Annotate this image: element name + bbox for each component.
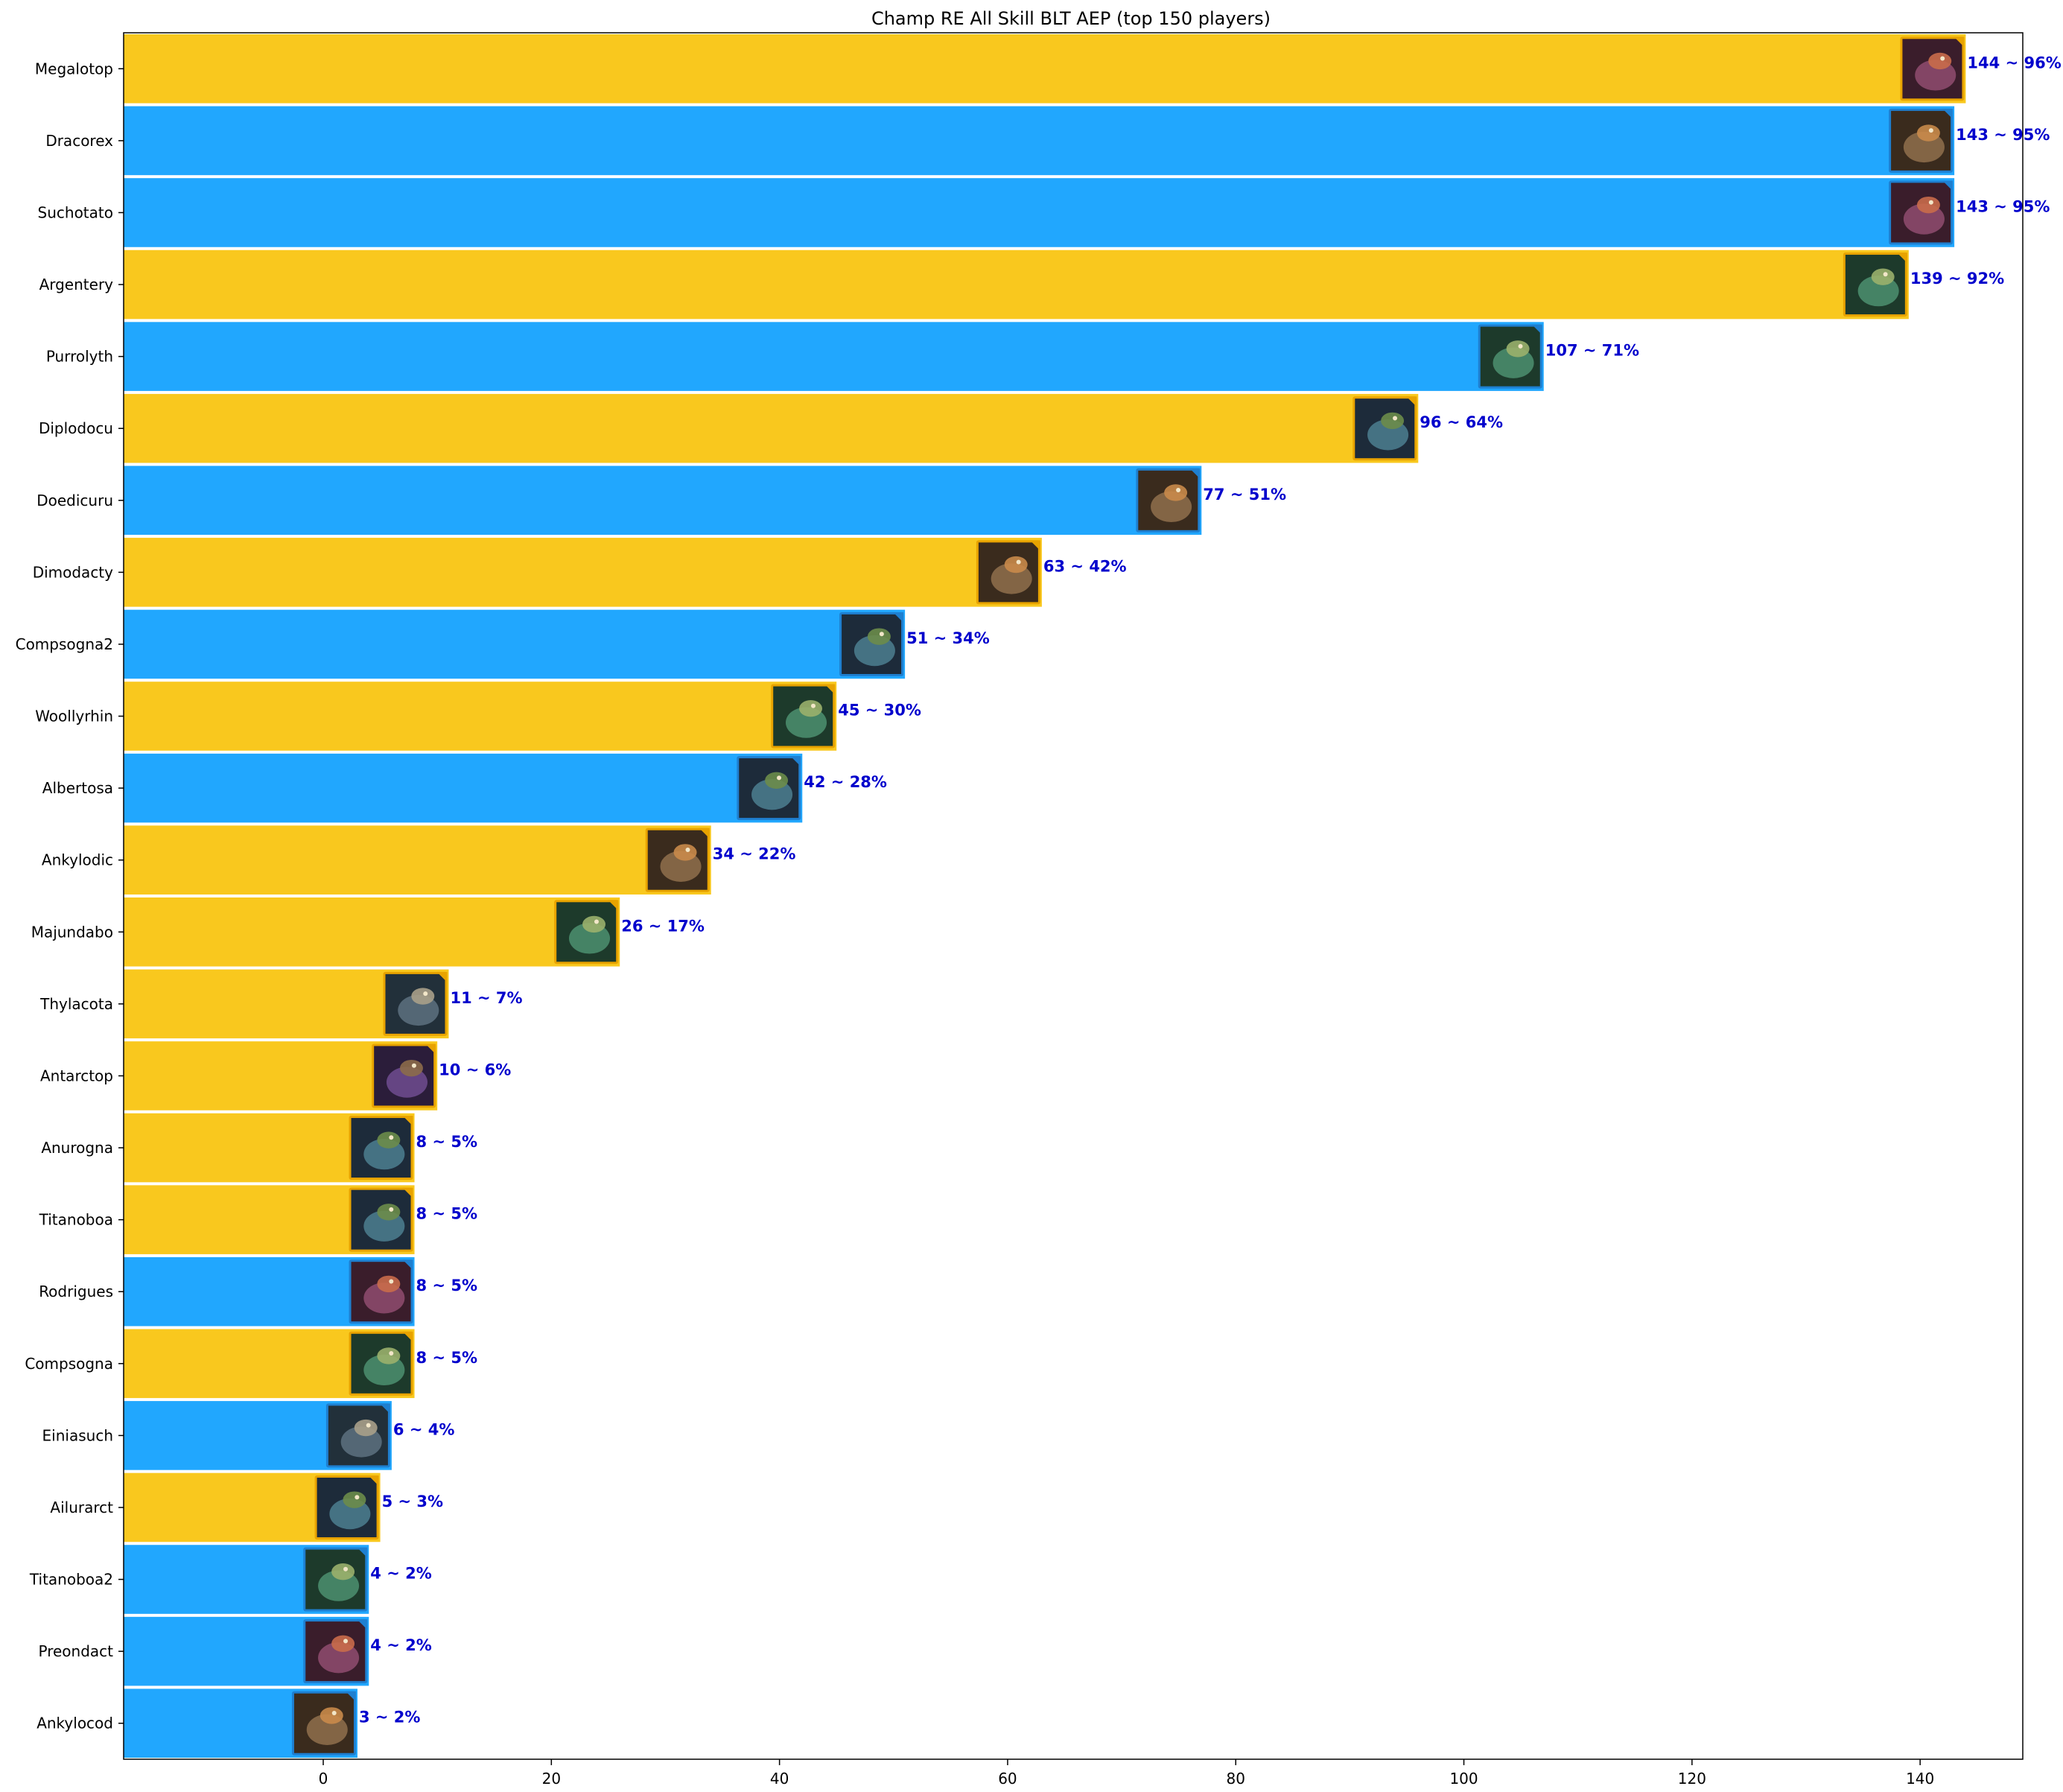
bar [124, 322, 1544, 391]
antarctop-portrait-icon [372, 1043, 436, 1108]
data-label: 96 ~ 64% [1420, 413, 1503, 431]
chart-title: Champ RE All Skill BLT AEP (top 150 play… [871, 8, 1271, 29]
data-label: 5 ~ 3% [382, 1493, 443, 1510]
bar [124, 753, 803, 823]
compsogna2-portrait-icon [839, 611, 904, 676]
data-label: 139 ~ 92% [1910, 270, 2004, 287]
bar [124, 466, 1202, 536]
data-label: 77 ~ 51% [1203, 486, 1286, 503]
category-label: Anurogna [41, 1139, 113, 1157]
suchotato-portrait-icon [1889, 180, 1954, 245]
category-label: Einiasuch [42, 1426, 113, 1444]
argentery-portrait-icon [1843, 252, 1907, 317]
data-label: 11 ~ 7% [450, 989, 522, 1007]
category-label: Albertosa [42, 779, 113, 797]
data-label: 63 ~ 42% [1043, 557, 1127, 575]
axes-layer: 0 20 40 60 80 100 120 140 [118, 32, 2024, 1788]
category-label: Compsogna2 [16, 635, 113, 653]
category-label: Ankylocod [36, 1715, 113, 1732]
data-label: 8 ~ 5% [416, 1205, 477, 1223]
data-label: 45 ~ 30% [838, 702, 921, 719]
category-label: Antarctop [40, 1067, 113, 1084]
data-label: 26 ~ 17% [621, 917, 705, 935]
dracorex-portrait-icon [1889, 108, 1954, 173]
data-label: 3 ~ 2% [359, 1709, 420, 1726]
category-label: Suchotato [38, 203, 113, 221]
data-label: 8 ~ 5% [416, 1349, 477, 1367]
titanoboa-portrait-icon [349, 1187, 413, 1252]
bars-layer: Megalotop 144 ~ 96% Dracorex 143 ~ 95% Sucho… [16, 34, 2062, 1758]
ankylocod-portrait-icon [291, 1691, 356, 1756]
bar [124, 825, 711, 895]
einiasuch-portrait-icon [325, 1403, 390, 1468]
bar [124, 178, 1955, 247]
category-label: Ailurarct [50, 1499, 113, 1516]
category-label: Woollyrhin [35, 708, 113, 725]
purrolyth-portrait-icon [1478, 324, 1542, 389]
x-tick-label: 0 [319, 1770, 328, 1788]
category-label: Compsogna [25, 1355, 113, 1373]
x-tick-label: 60 [998, 1770, 1017, 1788]
doedicuru-portrait-icon [1136, 468, 1201, 533]
bar [124, 106, 1955, 176]
preondact-portrait-icon [303, 1619, 368, 1684]
data-label: 42 ~ 28% [804, 773, 887, 791]
bar [124, 681, 837, 751]
dimodacty-portrait-icon [976, 540, 1040, 605]
bar [124, 250, 1909, 320]
megalotop-portrait-icon [1900, 36, 1965, 101]
category-label: Megalotop [35, 60, 113, 77]
ailurarct-portrait-icon [314, 1475, 379, 1540]
bar [124, 609, 906, 679]
data-label: 34 ~ 22% [713, 845, 796, 863]
category-label: Dimodacty [33, 563, 113, 581]
data-label: 4 ~ 2% [370, 1636, 431, 1654]
data-label: 8 ~ 5% [416, 1133, 477, 1151]
category-label: Purrolyth [46, 348, 113, 366]
woollyrhin-portrait-icon [771, 684, 836, 749]
data-label: 51 ~ 34% [906, 629, 990, 647]
category-label: Titanoboa2 [29, 1571, 113, 1589]
category-label: Ankylodic [42, 851, 113, 869]
data-label: 107 ~ 71% [1545, 342, 1639, 360]
rodrigues-portrait-icon [349, 1259, 413, 1324]
titanoboa2-portrait-icon [303, 1547, 368, 1612]
anurogna-portrait-icon [349, 1116, 413, 1181]
data-label: 4 ~ 2% [370, 1565, 431, 1583]
data-label: 8 ~ 5% [416, 1277, 477, 1294]
bar [124, 897, 620, 967]
data-label: 144 ~ 96% [1967, 54, 2061, 72]
data-label: 10 ~ 6% [439, 1061, 511, 1078]
ankylodic-portrait-icon [645, 827, 710, 892]
compsogna-portrait-icon [349, 1331, 413, 1396]
category-label: Doedicuru [36, 492, 113, 509]
category-label: Dracorex [45, 132, 113, 150]
x-tick-label: 100 [1449, 1770, 1478, 1788]
x-tick-label: 40 [770, 1770, 789, 1788]
x-tick-label: 80 [1227, 1770, 1245, 1788]
x-tick-label: 140 [1906, 1770, 1934, 1788]
albertosa-portrait-icon [737, 756, 801, 821]
category-label: Titanoboa [39, 1211, 113, 1229]
majundabo-portrait-icon [554, 900, 619, 965]
diplodocu-portrait-icon [1352, 396, 1417, 461]
data-label: 6 ~ 4% [393, 1420, 454, 1438]
category-label: Thylacota [39, 995, 113, 1013]
x-tick-label: 120 [1678, 1770, 1706, 1788]
bar [124, 393, 1419, 463]
x-tick-label: 20 [542, 1770, 561, 1788]
category-label: Majundabo [31, 923, 113, 941]
category-label: Argentery [39, 276, 114, 293]
category-label: Rodrigues [39, 1283, 113, 1300]
plot-frame [123, 32, 2024, 1760]
thylacota-portrait-icon [383, 971, 448, 1036]
category-label: Diplodocu [39, 419, 113, 437]
bar [124, 538, 1042, 607]
data-label: 143 ~ 95% [1956, 126, 2050, 144]
data-label: 143 ~ 95% [1956, 197, 2050, 215]
category-label: Preondact [39, 1642, 114, 1660]
bar [124, 34, 1966, 104]
